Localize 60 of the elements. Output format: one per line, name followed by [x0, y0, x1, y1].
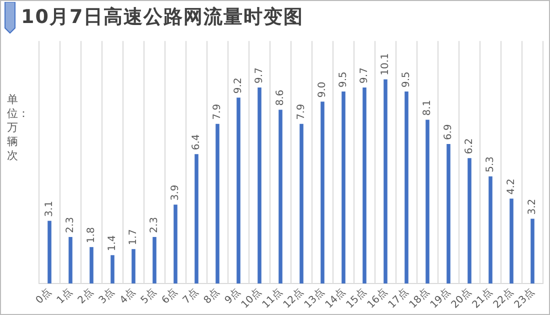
data-label: 1.8 — [86, 227, 98, 244]
data-label: 7.9 — [296, 104, 308, 120]
x-tick-label: 7点 — [180, 286, 200, 306]
bar — [468, 158, 472, 284]
bar — [488, 176, 492, 284]
data-label: 9.2 — [233, 78, 244, 94]
data-label: 4.2 — [506, 178, 518, 195]
bar — [68, 236, 72, 284]
data-label: 8.6 — [275, 90, 286, 106]
bar — [132, 249, 136, 284]
bar — [426, 120, 430, 284]
bar — [194, 154, 198, 284]
x-tick-label: 2点 — [75, 286, 96, 306]
bar — [258, 87, 262, 284]
data-label: 10.1 — [380, 53, 392, 76]
bar — [152, 236, 156, 284]
chart-title: 10月7日高速公路网流量时变图 — [21, 5, 304, 30]
bar — [320, 102, 324, 284]
x-tick-label: 3点 — [96, 286, 116, 306]
data-label: 6.4 — [191, 134, 202, 150]
data-label: 3.2 — [527, 198, 538, 215]
data-label: 6.9 — [443, 124, 454, 140]
bar — [342, 92, 346, 284]
bar — [236, 98, 240, 284]
x-tick-label: 4点 — [117, 286, 138, 306]
bar — [216, 124, 220, 284]
x-tick-label: 5点 — [138, 286, 158, 306]
bar — [278, 110, 282, 284]
x-tick-label: 1点 — [54, 286, 74, 306]
bar — [174, 204, 178, 284]
bar — [90, 247, 94, 284]
data-label: 3.1 — [44, 200, 56, 217]
bar — [384, 79, 388, 284]
x-tick-label: 6点 — [159, 286, 180, 306]
data-label: 3.9 — [170, 184, 182, 201]
bar — [362, 87, 366, 284]
x-tick-label: 8点 — [201, 286, 222, 306]
bar — [300, 124, 304, 284]
bar — [404, 92, 408, 284]
data-label: 7.9 — [212, 104, 224, 120]
data-label: 5.3 — [485, 156, 496, 172]
x-tick-label: 0点 — [33, 286, 54, 306]
data-label: 2.3 — [65, 217, 76, 233]
data-label: 9.0 — [317, 82, 328, 98]
bar — [110, 255, 114, 284]
data-label: 9.5 — [338, 72, 350, 88]
y-axis-title: 单位：万辆次 — [7, 93, 29, 163]
data-label: 8.1 — [422, 100, 434, 116]
bar — [48, 220, 52, 284]
data-label: 9.7 — [254, 68, 266, 84]
data-label: 6.2 — [464, 138, 476, 154]
data-label: 2.3 — [149, 217, 160, 233]
bar — [510, 198, 514, 284]
data-label: 9.7 — [359, 68, 370, 84]
data-label: 9.5 — [401, 72, 412, 88]
bar — [446, 144, 450, 284]
x-tick-label: 9点 — [222, 286, 242, 306]
bar — [530, 218, 534, 284]
data-label: 1.7 — [128, 229, 140, 246]
data-label: 1.4 — [107, 235, 118, 252]
